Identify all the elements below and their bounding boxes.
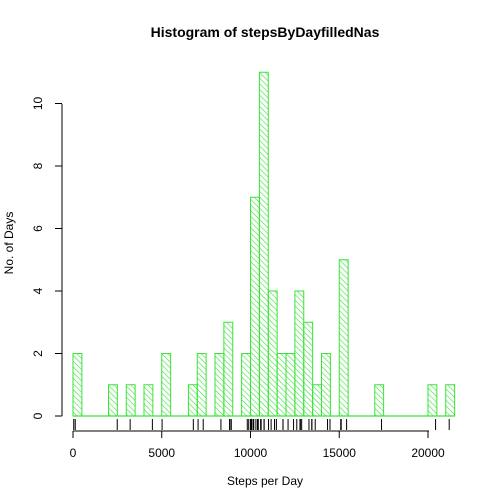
y-axis-label: No. of Days [2, 212, 16, 275]
histogram-bar [446, 385, 455, 416]
histogram-bar [224, 322, 233, 416]
histogram-bar [109, 385, 118, 416]
y-tick-label: 4 [31, 287, 45, 294]
x-ticks-group: 0 5000 10000 15000 20000 [70, 431, 445, 460]
histogram-bar [197, 354, 206, 417]
y-tick-label: 0 [31, 412, 45, 419]
histogram-bar [277, 354, 286, 417]
histogram-bar [251, 197, 260, 416]
x-tick-label: 20000 [411, 446, 445, 460]
histogram-bar [286, 354, 295, 417]
chart-title: Histogram of stepsByDayfilledNas [151, 24, 380, 40]
x-tick-label: 0 [70, 446, 77, 460]
histogram-bar [162, 354, 171, 417]
x-tick-label: 5000 [148, 446, 175, 460]
histogram-bar [215, 354, 224, 417]
histogram-bar [259, 72, 268, 416]
bars-group [73, 72, 455, 416]
x-axis-label: Steps per Day [227, 474, 303, 488]
histogram-bar [242, 354, 251, 417]
histogram-bar [339, 260, 348, 416]
x-tick-label: 10000 [234, 446, 268, 460]
y-ticks-group: 0 2 4 6 8 10 [31, 97, 62, 420]
rug-group [74, 419, 449, 430]
histogram-bar [322, 354, 331, 417]
histogram-bar [295, 291, 304, 416]
histogram-bar [313, 385, 322, 416]
histogram-bar [73, 354, 82, 417]
y-tick-label: 6 [31, 225, 45, 232]
y-tick-label: 8 [31, 162, 45, 169]
histogram-bar [268, 291, 277, 416]
histogram-bar [188, 385, 197, 416]
histogram-bar [126, 385, 135, 416]
histogram-bar [375, 385, 384, 416]
x-tick-label: 15000 [323, 446, 357, 460]
y-tick-label: 2 [31, 350, 45, 357]
histogram-bar [428, 385, 437, 416]
histogram-bar [304, 322, 313, 416]
y-tick-label: 10 [31, 97, 45, 111]
histogram-bar [144, 385, 153, 416]
